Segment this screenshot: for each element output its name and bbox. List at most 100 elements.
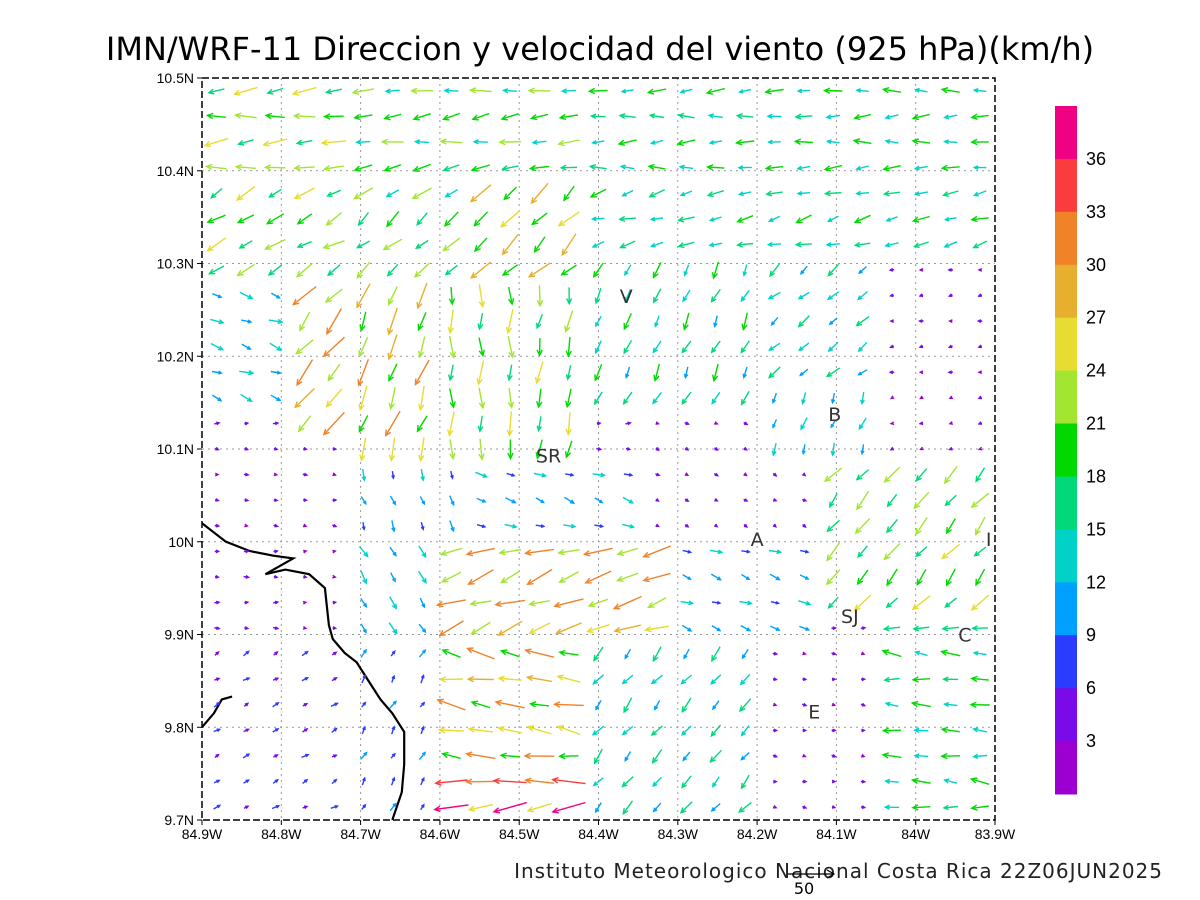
wind-vector-head <box>714 421 719 425</box>
wind-vector-shaft <box>973 240 988 249</box>
wind-vector-head <box>556 725 565 732</box>
wind-vector-shaft <box>912 595 931 610</box>
wind-vector-head <box>772 523 777 528</box>
wind-vector-head <box>326 327 333 335</box>
wind-vector <box>296 359 314 387</box>
wind-vector <box>436 698 466 711</box>
wind-vector-shaft <box>237 214 255 224</box>
wind-vector-head <box>569 472 575 477</box>
wind-vector-head <box>799 371 804 377</box>
wind-vector <box>913 191 928 197</box>
wind-vector <box>741 573 751 581</box>
wind-vector <box>655 498 660 502</box>
wind-vector <box>977 344 983 349</box>
wind-vector-head <box>438 676 447 683</box>
wind-vector-head <box>293 193 302 200</box>
wind-vector <box>710 573 722 581</box>
wind-vector <box>477 415 484 433</box>
wind-vector <box>531 212 548 226</box>
wind-vector <box>326 308 343 335</box>
wind-vector <box>529 113 549 121</box>
wind-vector <box>594 363 603 382</box>
wind-vector-head <box>650 730 657 737</box>
wind-vector <box>272 728 280 733</box>
wind-vector-shaft <box>942 166 960 169</box>
wind-vector-head <box>482 499 487 503</box>
wind-vector <box>651 749 663 765</box>
wind-vector-head <box>678 164 685 170</box>
wind-vector-shaft <box>294 115 316 118</box>
wind-vector-shaft <box>854 113 872 119</box>
wind-vector-head <box>440 576 449 583</box>
wind-vector <box>918 421 924 426</box>
wind-vector-shaft <box>500 754 520 758</box>
wind-vector-head <box>449 452 456 461</box>
wind-vector <box>557 139 580 147</box>
wind-vector <box>622 523 636 529</box>
wind-vector <box>469 184 492 203</box>
wind-vector-shaft <box>623 697 633 713</box>
wind-vector <box>705 87 725 95</box>
wind-vector <box>826 291 840 301</box>
wind-vector-shaft <box>743 264 748 276</box>
wind-vector-head <box>217 345 225 351</box>
wind-vector-shaft <box>354 164 373 171</box>
wind-vector <box>737 165 752 171</box>
wind-vector-head <box>215 600 221 605</box>
wind-vector <box>831 626 838 631</box>
wind-vector-head <box>207 268 216 275</box>
wind-vector <box>419 701 426 708</box>
wind-vector-shaft <box>652 391 662 404</box>
wind-vector <box>389 495 397 506</box>
wind-vector-head <box>744 498 749 502</box>
wind-vector-shaft <box>360 311 367 331</box>
wind-vector-head <box>626 447 632 451</box>
wind-vector-shaft <box>471 621 491 635</box>
wind-vector <box>623 697 633 714</box>
wind-vector <box>911 113 930 121</box>
wind-vector-head <box>450 474 454 480</box>
wind-vector-shaft <box>974 652 987 656</box>
wind-vector-shaft <box>554 703 584 707</box>
wind-vector-shaft <box>472 112 490 120</box>
wind-vector-shaft <box>442 649 461 658</box>
wind-vector-shaft <box>236 166 256 170</box>
wind-vector-shaft <box>709 242 723 247</box>
wind-vector-head <box>597 421 602 426</box>
wind-vector-head <box>276 345 283 352</box>
wind-vector-head <box>884 778 891 784</box>
wind-vector-head <box>918 370 924 375</box>
wind-vector <box>302 600 308 605</box>
wind-vector-shaft <box>435 779 468 784</box>
wind-vector-head <box>970 138 978 146</box>
wind-vector <box>504 523 518 529</box>
wind-vector-head <box>380 138 388 146</box>
wind-vector-head <box>302 523 308 528</box>
wind-vector-head <box>413 139 421 145</box>
wind-vector-head <box>708 217 715 222</box>
wind-vector-shaft <box>474 237 488 252</box>
wind-vector <box>831 651 837 656</box>
wind-vector <box>244 498 250 502</box>
wind-vector <box>827 341 839 353</box>
wind-vector-head <box>652 296 659 304</box>
wind-vector-head <box>391 527 396 533</box>
wind-vector-head <box>525 674 534 682</box>
wind-vector <box>969 777 990 785</box>
wind-vector-shaft <box>325 288 343 303</box>
wind-vector <box>389 546 397 557</box>
wind-vector <box>743 498 749 502</box>
wind-vector <box>831 702 837 707</box>
wind-vector-shaft <box>710 724 722 737</box>
wind-vector-head <box>560 88 568 94</box>
wind-vector-head <box>569 499 576 504</box>
wind-vector <box>356 261 371 279</box>
wind-vector-shaft <box>885 702 899 708</box>
wind-vector-head <box>391 674 396 680</box>
wind-vector-head <box>977 421 983 425</box>
wind-vector <box>682 312 690 331</box>
wind-vector <box>617 139 637 146</box>
wind-vector-head <box>291 89 300 96</box>
wind-vector-shaft <box>357 240 371 249</box>
wind-vector-shaft <box>444 211 459 227</box>
